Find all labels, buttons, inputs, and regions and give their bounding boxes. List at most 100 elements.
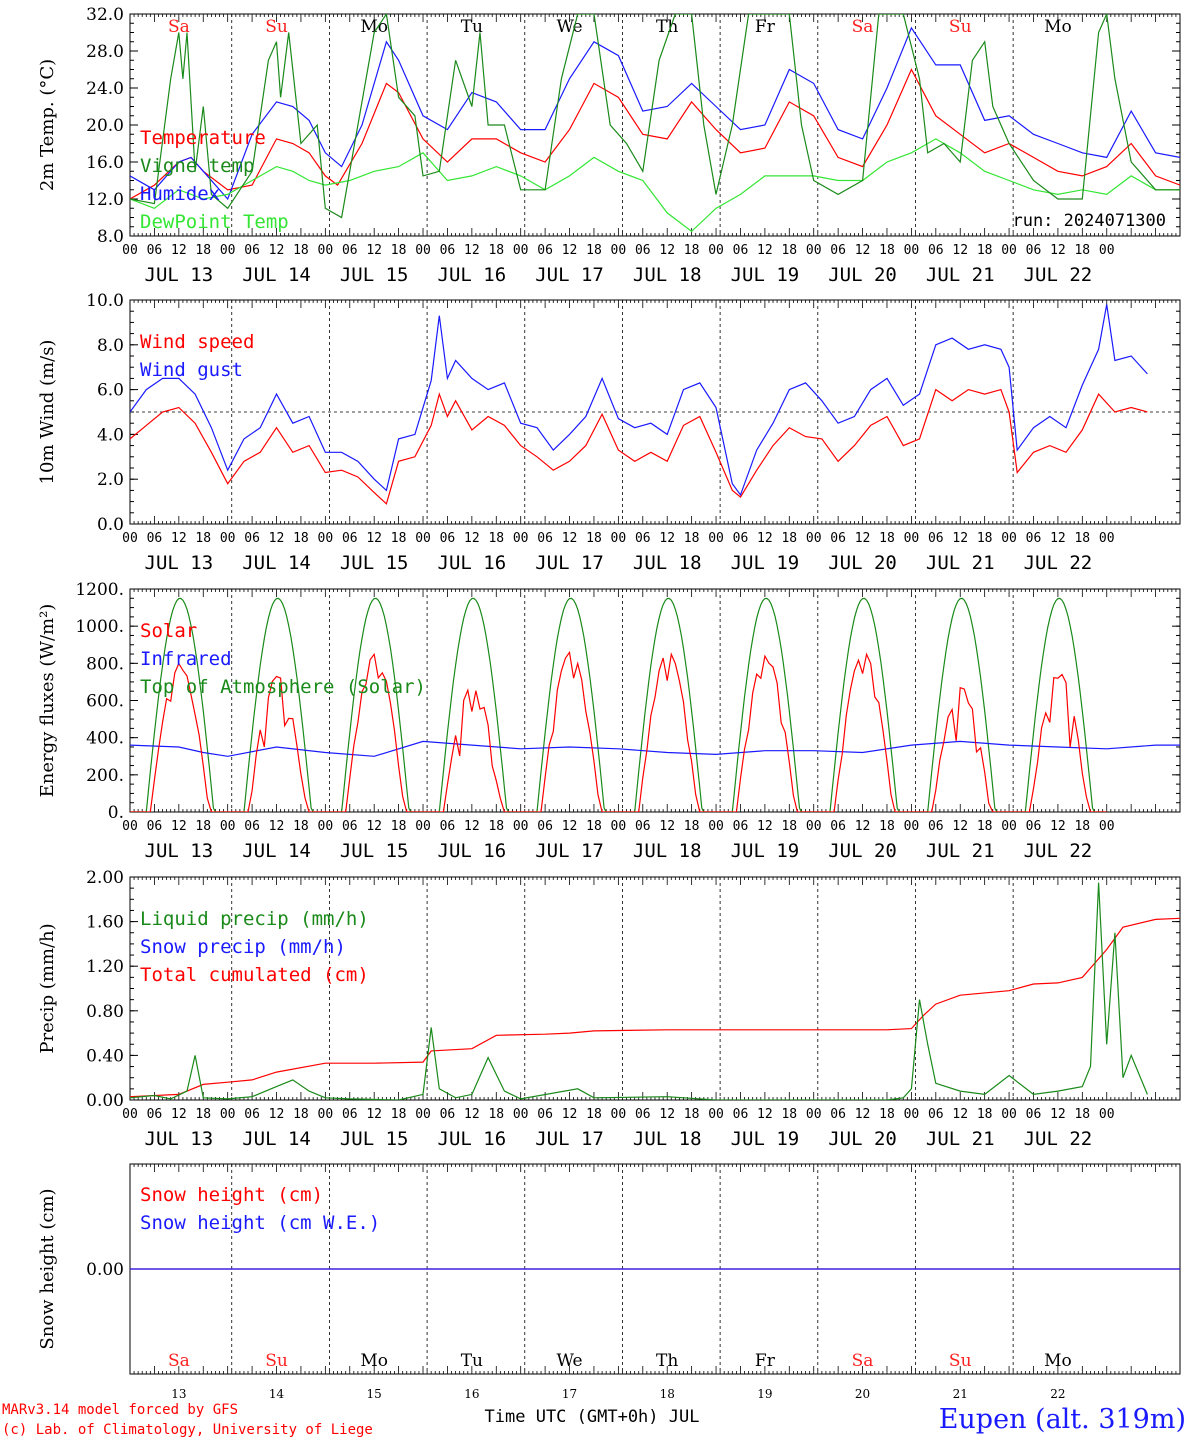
weekday-label: Th bbox=[656, 1351, 678, 1371]
x-hour-label: 18 bbox=[586, 531, 602, 546]
x-hour-label: 06 bbox=[928, 819, 944, 834]
day-number-label: 18 bbox=[660, 1387, 675, 1401]
x-hour-label: 06 bbox=[342, 1107, 358, 1122]
x-hour-label: 18 bbox=[781, 1107, 797, 1122]
x-hour-label: 18 bbox=[781, 531, 797, 546]
x-hour-label: 06 bbox=[244, 1107, 260, 1122]
x-hour-label: 06 bbox=[1026, 243, 1042, 258]
x-hour-label: 12 bbox=[562, 531, 578, 546]
weekday-label: We bbox=[556, 17, 582, 37]
y-tick-label: 0.0 bbox=[97, 515, 124, 535]
x-hour-label: 06 bbox=[733, 1107, 749, 1122]
x-hour-label: 06 bbox=[440, 531, 456, 546]
x-hour-label: 12 bbox=[1050, 531, 1066, 546]
x-hour-label: 06 bbox=[244, 243, 260, 258]
x-hour-label: 18 bbox=[684, 819, 700, 834]
x-hour-label: 00 bbox=[220, 243, 236, 258]
x-hour-label: 12 bbox=[269, 1107, 285, 1122]
x-hour-label: 00 bbox=[220, 1107, 236, 1122]
x-hour-label: 18 bbox=[1074, 531, 1090, 546]
y-tick-label: 10.0 bbox=[86, 291, 124, 311]
x-hour-label: 12 bbox=[464, 1107, 480, 1122]
x-date-label: JUL 17 bbox=[535, 840, 604, 862]
day-number-label: 17 bbox=[562, 1387, 577, 1401]
x-date-label: JUL 17 bbox=[535, 552, 604, 574]
x-hour-label: 00 bbox=[513, 531, 529, 546]
day-number-label: 22 bbox=[1050, 1387, 1065, 1401]
x-hour-label: 06 bbox=[830, 1107, 846, 1122]
weekday-label: Th bbox=[656, 17, 678, 37]
weekday-label: Sa bbox=[168, 1351, 190, 1371]
x-hour-label: 12 bbox=[562, 243, 578, 258]
x-hour-label: 18 bbox=[293, 531, 309, 546]
x-hour-label: 12 bbox=[855, 819, 871, 834]
x-hour-label: 18 bbox=[391, 243, 407, 258]
y-tick-label: 800. bbox=[86, 654, 124, 674]
weekday-label: Sa bbox=[852, 17, 874, 37]
series-total-cumulated-cm bbox=[130, 917, 1180, 1098]
x-hour-label: 06 bbox=[440, 243, 456, 258]
x-hour-label: 00 bbox=[122, 531, 138, 546]
x-hour-label: 12 bbox=[659, 819, 675, 834]
series-solar bbox=[130, 650, 1107, 812]
x-hour-label: 18 bbox=[977, 819, 993, 834]
x-hour-label: 00 bbox=[122, 243, 138, 258]
legend-entry: Solar bbox=[140, 620, 197, 642]
legend-entry: Wind gust bbox=[140, 359, 243, 381]
x-hour-label: 00 bbox=[1099, 819, 1115, 834]
x-hour-label: 12 bbox=[952, 1107, 968, 1122]
x-hour-label: 00 bbox=[1099, 1107, 1115, 1122]
x-hour-label: 18 bbox=[391, 531, 407, 546]
x-date-label: JUL 21 bbox=[926, 840, 995, 862]
x-hour-label: 18 bbox=[977, 1107, 993, 1122]
legend-entry: Liquid precip (mm/h) bbox=[140, 908, 369, 930]
x-hour-label: 06 bbox=[830, 531, 846, 546]
x-hour-label: 06 bbox=[440, 819, 456, 834]
series-temperature bbox=[130, 68, 1180, 200]
series-liquid-precip-mm-h bbox=[130, 882, 1148, 1100]
x-date-label: JUL 19 bbox=[731, 264, 800, 286]
x-date-label: JUL 17 bbox=[535, 264, 604, 286]
x-date-label: JUL 19 bbox=[731, 840, 800, 862]
legend-entry: Snow precip (mm/h) bbox=[140, 936, 346, 958]
x-hour-label: 12 bbox=[366, 819, 382, 834]
series-wind-speed bbox=[130, 388, 1148, 505]
x-hour-label: 00 bbox=[611, 531, 627, 546]
run-label: run: 2024071300 bbox=[1012, 211, 1166, 231]
x-hour-label: 12 bbox=[171, 531, 187, 546]
x-hour-label: 06 bbox=[830, 243, 846, 258]
x-hour-label: 06 bbox=[733, 531, 749, 546]
x-date-label: JUL 20 bbox=[828, 552, 897, 574]
x-hour-label: 00 bbox=[1099, 243, 1115, 258]
legend-entry: Infrared bbox=[140, 648, 232, 670]
y-tick-label: 1.60 bbox=[86, 913, 124, 933]
x-date-label: JUL 18 bbox=[633, 264, 702, 286]
x-hour-label: 06 bbox=[928, 531, 944, 546]
x-hour-label: 06 bbox=[733, 819, 749, 834]
x-date-label: JUL 16 bbox=[438, 840, 507, 862]
y-tick-label: 20.0 bbox=[86, 116, 124, 136]
x-hour-label: 12 bbox=[757, 243, 773, 258]
y-tick-label: 0.00 bbox=[86, 1091, 124, 1111]
x-hour-label: 00 bbox=[904, 1107, 920, 1122]
x-hour-label: 00 bbox=[806, 1107, 822, 1122]
y-axis-title: Snow height (cm) bbox=[37, 1188, 58, 1349]
y-tick-label: 0. bbox=[108, 803, 124, 823]
x-hour-label: 12 bbox=[269, 243, 285, 258]
x-hour-label: 18 bbox=[1074, 243, 1090, 258]
x-hour-label: 18 bbox=[879, 819, 895, 834]
x-hour-label: 18 bbox=[488, 531, 504, 546]
x-hour-label: 18 bbox=[1074, 819, 1090, 834]
x-hour-label: 00 bbox=[708, 243, 724, 258]
x-date-label: JUL 21 bbox=[926, 264, 995, 286]
x-hour-label: 12 bbox=[366, 531, 382, 546]
x-hour-label: 00 bbox=[611, 819, 627, 834]
x-hour-label: 12 bbox=[464, 819, 480, 834]
y-tick-label: 200. bbox=[86, 766, 124, 786]
x-hour-label: 00 bbox=[611, 243, 627, 258]
x-hour-label: 06 bbox=[342, 531, 358, 546]
x-hour-label: 06 bbox=[147, 531, 163, 546]
y-axis-title: Precip (mm/h) bbox=[37, 923, 58, 1053]
x-hour-label: 06 bbox=[928, 243, 944, 258]
series-humidex bbox=[130, 26, 1180, 201]
